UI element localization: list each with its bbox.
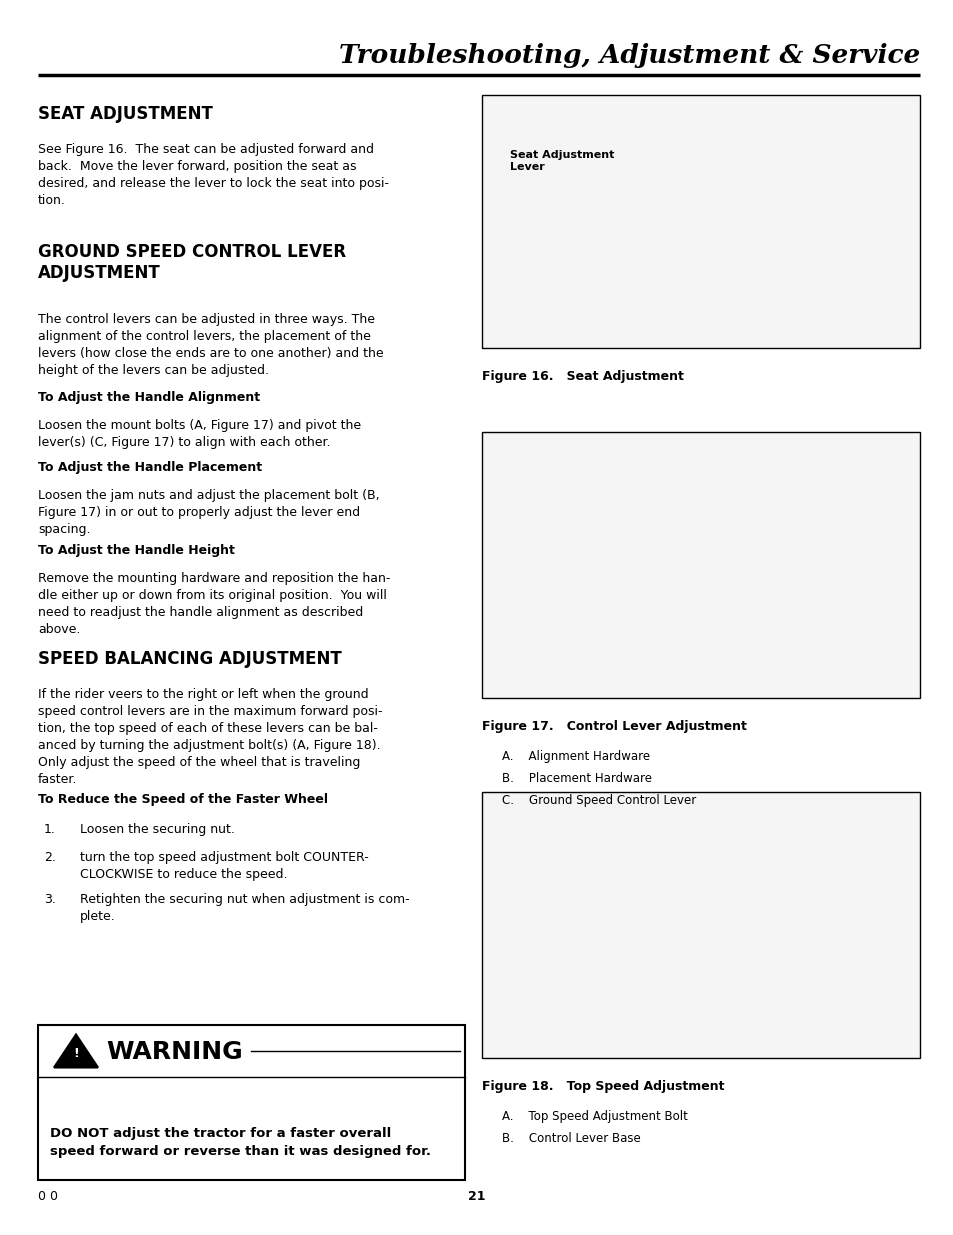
Text: A.    Alignment Hardware: A. Alignment Hardware [501, 750, 649, 763]
Text: GROUND SPEED CONTROL LEVER
ADJUSTMENT: GROUND SPEED CONTROL LEVER ADJUSTMENT [38, 243, 346, 282]
FancyBboxPatch shape [481, 95, 919, 348]
Text: WARNING: WARNING [106, 1040, 242, 1065]
Text: 21: 21 [468, 1191, 485, 1203]
FancyBboxPatch shape [38, 1025, 464, 1179]
Text: 0 0: 0 0 [38, 1191, 58, 1203]
Text: B.    Control Lever Base: B. Control Lever Base [501, 1132, 640, 1145]
Text: Figure 17.   Control Lever Adjustment: Figure 17. Control Lever Adjustment [481, 720, 746, 734]
Text: Loosen the jam nuts and adjust the placement bolt (B,
Figure 17) in or out to pr: Loosen the jam nuts and adjust the place… [38, 489, 379, 536]
Text: C.    Ground Speed Control Lever: C. Ground Speed Control Lever [501, 794, 696, 806]
Text: !: ! [73, 1047, 79, 1060]
Polygon shape [54, 1035, 98, 1067]
Text: 1.: 1. [44, 823, 56, 836]
Text: To Reduce the Speed of the Faster Wheel: To Reduce the Speed of the Faster Wheel [38, 793, 328, 806]
Text: Loosen the mount bolts (A, Figure 17) and pivot the
lever(s) (C, Figure 17) to a: Loosen the mount bolts (A, Figure 17) an… [38, 419, 361, 450]
Text: If the rider veers to the right or left when the ground
speed control levers are: If the rider veers to the right or left … [38, 688, 382, 785]
Text: SPEED BALANCING ADJUSTMENT: SPEED BALANCING ADJUSTMENT [38, 650, 341, 668]
Text: Seat Adjustment
Lever: Seat Adjustment Lever [510, 149, 614, 172]
Text: turn the top speed adjustment bolt COUNTER-
CLOCKWISE to reduce the speed.: turn the top speed adjustment bolt COUNT… [80, 851, 369, 881]
Text: The control levers can be adjusted in three ways. The
alignment of the control l: The control levers can be adjusted in th… [38, 312, 383, 377]
FancyBboxPatch shape [481, 432, 919, 698]
Text: Figure 18.   Top Speed Adjustment: Figure 18. Top Speed Adjustment [481, 1079, 723, 1093]
Text: DO NOT adjust the tractor for a faster overall
speed forward or reverse than it : DO NOT adjust the tractor for a faster o… [50, 1128, 431, 1158]
FancyBboxPatch shape [481, 792, 919, 1058]
Text: B.    Placement Hardware: B. Placement Hardware [501, 772, 651, 785]
Text: To Adjust the Handle Placement: To Adjust the Handle Placement [38, 461, 262, 474]
Text: Loosen the securing nut.: Loosen the securing nut. [80, 823, 234, 836]
Text: Remove the mounting hardware and reposition the han-
dle either up or down from : Remove the mounting hardware and reposit… [38, 572, 390, 636]
Text: To Adjust the Handle Alignment: To Adjust the Handle Alignment [38, 391, 260, 404]
Text: Figure 16.   Seat Adjustment: Figure 16. Seat Adjustment [481, 370, 683, 383]
Text: See Figure 16.  The seat can be adjusted forward and
back.  Move the lever forwa: See Figure 16. The seat can be adjusted … [38, 143, 389, 207]
Text: To Adjust the Handle Height: To Adjust the Handle Height [38, 543, 234, 557]
Text: A.    Top Speed Adjustment Bolt: A. Top Speed Adjustment Bolt [501, 1110, 687, 1123]
Text: Troubleshooting, Adjustment & Service: Troubleshooting, Adjustment & Service [338, 43, 919, 68]
Text: Retighten the securing nut when adjustment is com-
plete.: Retighten the securing nut when adjustme… [80, 893, 409, 923]
Text: 2.: 2. [44, 851, 56, 864]
Text: SEAT ADJUSTMENT: SEAT ADJUSTMENT [38, 105, 213, 124]
Text: 3.: 3. [44, 893, 56, 906]
